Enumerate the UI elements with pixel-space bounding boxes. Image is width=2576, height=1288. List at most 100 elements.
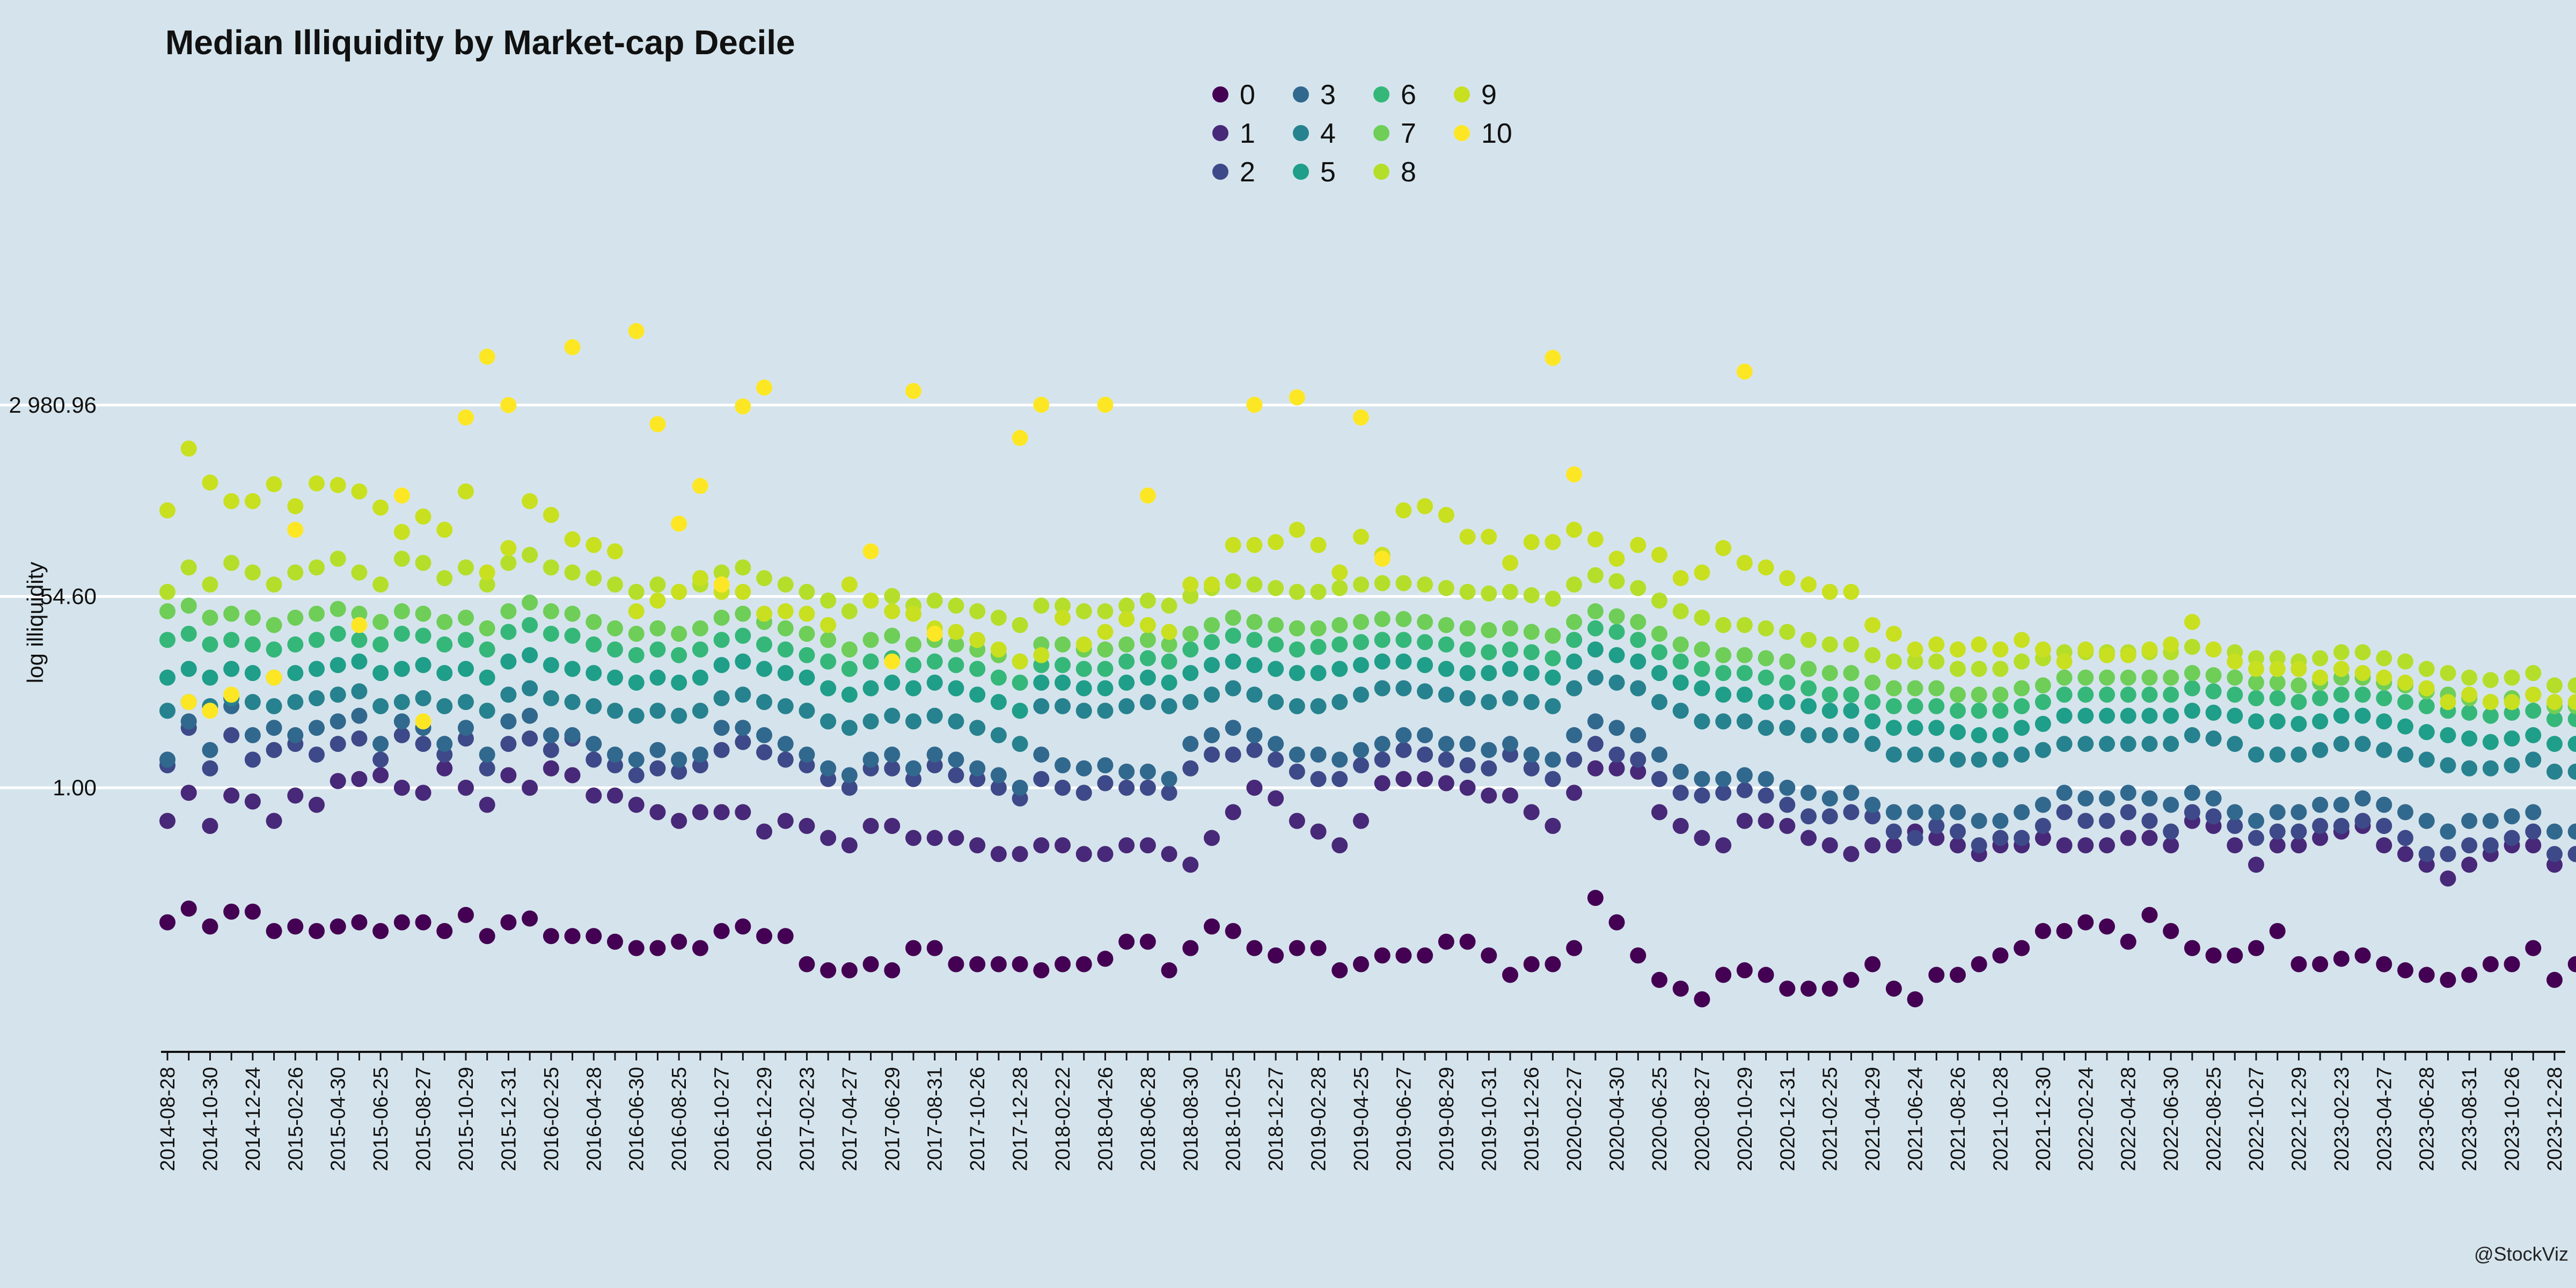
x-tick-label: 2014-08-28 xyxy=(157,1067,179,1171)
data-point-decile-4 xyxy=(1161,698,1177,714)
data-point-decile-7 xyxy=(1885,680,1902,697)
data-point-decile-5 xyxy=(2525,727,2542,743)
data-point-decile-7 xyxy=(372,613,389,630)
data-point-decile-5 xyxy=(1161,675,1177,691)
data-point-decile-3 xyxy=(1182,736,1199,752)
data-point-decile-7 xyxy=(1651,625,1667,642)
data-point-decile-1 xyxy=(2397,846,2413,862)
data-point-decile-7 xyxy=(1374,611,1391,627)
data-point-decile-3 xyxy=(692,747,708,763)
data-point-decile-0 xyxy=(1481,947,1497,964)
data-point-decile-7 xyxy=(713,609,730,626)
data-point-decile-9 xyxy=(1779,570,1796,587)
x-tick-label: 2017-04-27 xyxy=(839,1067,861,1171)
data-point-decile-8 xyxy=(1928,653,1945,670)
data-point-decile-4 xyxy=(1331,694,1348,711)
data-point-decile-4 xyxy=(2056,736,2073,752)
data-point-decile-3 xyxy=(1801,785,1817,801)
data-point-decile-5 xyxy=(1055,675,1071,691)
data-point-decile-1 xyxy=(1715,837,1732,854)
data-point-decile-6 xyxy=(586,636,602,653)
data-point-decile-9 xyxy=(1055,609,1071,626)
x-tick-label: 2018-06-28 xyxy=(1137,1067,1160,1171)
data-point-decile-7 xyxy=(1950,686,1966,703)
data-point-decile-0 xyxy=(884,962,901,979)
data-point-decile-3 xyxy=(1608,720,1625,736)
data-point-decile-0 xyxy=(2504,956,2520,972)
data-point-decile-6 xyxy=(522,617,538,633)
data-point-decile-7 xyxy=(1417,613,1433,630)
data-point-decile-0 xyxy=(1353,956,1369,972)
data-point-decile-4 xyxy=(564,694,581,711)
data-point-decile-6 xyxy=(1821,686,1838,703)
data-point-decile-8 xyxy=(607,576,623,593)
data-point-decile-5 xyxy=(436,665,453,682)
data-point-decile-8 xyxy=(436,570,453,587)
data-point-decile-6 xyxy=(2184,680,2200,697)
data-point-decile-3 xyxy=(1672,763,1689,780)
data-point-decile-1 xyxy=(1310,823,1327,840)
data-point-decile-4 xyxy=(1438,686,1454,703)
data-point-decile-4 xyxy=(1545,698,1561,714)
data-point-decile-6 xyxy=(756,636,772,653)
data-point-decile-3 xyxy=(2504,808,2520,825)
data-point-decile-1 xyxy=(905,830,921,846)
data-point-decile-3 xyxy=(1651,747,1667,763)
data-point-decile-4 xyxy=(1289,698,1305,714)
data-point-decile-8 xyxy=(2546,677,2563,694)
data-point-decile-0 xyxy=(1971,956,1987,972)
data-point-decile-6 xyxy=(1864,694,1881,711)
data-point-decile-6 xyxy=(244,636,261,653)
data-point-decile-6 xyxy=(2248,690,2264,707)
data-point-decile-6 xyxy=(1545,650,1561,667)
data-point-decile-3 xyxy=(1587,713,1604,730)
data-point-decile-8 xyxy=(287,564,304,581)
data-point-decile-0 xyxy=(2014,940,2030,956)
data-point-decile-8 xyxy=(1012,617,1028,633)
data-point-decile-7 xyxy=(692,620,708,636)
data-point-decile-6 xyxy=(159,632,175,648)
data-point-decile-8 xyxy=(1545,590,1561,607)
data-point-decile-6 xyxy=(351,632,368,648)
data-point-decile-5 xyxy=(1502,661,1518,677)
data-point-decile-0 xyxy=(1950,967,1966,983)
data-point-decile-0 xyxy=(393,914,410,931)
data-point-decile-1 xyxy=(628,796,645,813)
data-point-decile-3 xyxy=(990,767,1007,784)
data-point-decile-0 xyxy=(1821,980,1838,997)
data-point-decile-0 xyxy=(2418,967,2435,983)
data-point-decile-9 xyxy=(1758,559,1774,576)
data-point-decile-7 xyxy=(1395,611,1412,627)
data-point-decile-4 xyxy=(1246,686,1263,703)
data-point-decile-3 xyxy=(1353,742,1369,758)
data-point-decile-8 xyxy=(1331,580,1348,596)
data-point-decile-7 xyxy=(2184,665,2200,682)
data-point-decile-5 xyxy=(1118,675,1135,691)
data-point-decile-3 xyxy=(1118,763,1135,780)
data-point-decile-7 xyxy=(1523,624,1540,640)
data-point-decile-3 xyxy=(1374,736,1391,752)
x-tick-label: 2021-04-29 xyxy=(1862,1067,1884,1171)
data-point-decile-5 xyxy=(1630,653,1646,670)
data-point-decile-2 xyxy=(2035,818,2051,835)
data-point-decile-5 xyxy=(180,661,197,677)
data-point-decile-5 xyxy=(2248,713,2264,730)
data-point-decile-2 xyxy=(2184,804,2200,821)
x-tick-label: 2015-12-31 xyxy=(497,1067,520,1171)
data-point-decile-4 xyxy=(1225,680,1241,697)
data-point-decile-9 xyxy=(2440,694,2456,711)
x-tick-label: 2017-12-28 xyxy=(1009,1067,1032,1171)
data-point-decile-1 xyxy=(436,760,453,777)
data-point-decile-4 xyxy=(862,713,879,730)
data-point-decile-9 xyxy=(1523,534,1540,551)
data-point-decile-7 xyxy=(1715,647,1732,663)
data-point-decile-1 xyxy=(180,785,197,801)
data-point-decile-4 xyxy=(777,698,794,714)
legend-marker-1 xyxy=(1212,125,1228,141)
data-point-decile-9 xyxy=(969,632,986,648)
data-point-decile-3 xyxy=(309,720,325,736)
data-point-decile-9 xyxy=(202,474,218,491)
data-point-decile-9 xyxy=(1928,636,1945,653)
data-point-decile-10 xyxy=(351,617,368,633)
data-point-decile-8 xyxy=(2376,650,2392,667)
